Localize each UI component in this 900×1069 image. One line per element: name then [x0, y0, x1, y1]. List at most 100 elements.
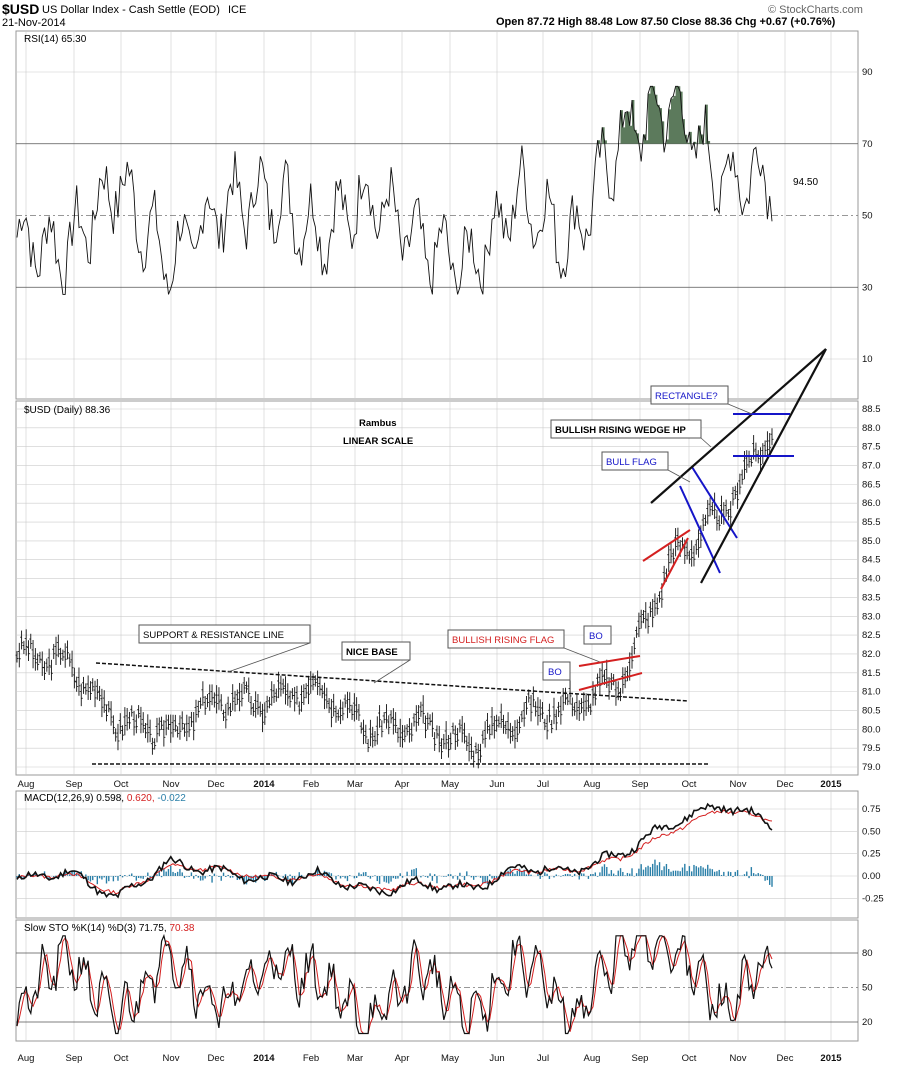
month-tick-label: Apr — [395, 779, 410, 790]
sto-legend: Slow STO %K(14) %D(3) 71.75, 70.38 — [24, 923, 195, 934]
price-tick-label: 81.0 — [862, 687, 881, 698]
macd-legend: MACD(12,26,9) 0.598, 0.620, -0.022 — [24, 793, 186, 804]
month-tick-label: Nov — [730, 779, 747, 790]
price-panel-frame — [15, 400, 859, 776]
macd-legend-main: MACD(12,26,9) 0.598, — [24, 793, 127, 804]
rsi-value-label: 94.50 — [793, 177, 818, 188]
month-tick-label: Aug — [18, 1053, 35, 1064]
macd-legend-hist: -0.022 — [157, 793, 186, 804]
price-tick-label: 85.0 — [862, 536, 881, 547]
date-label: 21-Nov-2014 — [2, 17, 66, 29]
macd-legend-signal: 0.620, — [127, 793, 158, 804]
symbol: $USD — [2, 1, 40, 17]
support-callout: SUPPORT & RESISTANCE LINE — [143, 630, 284, 641]
author-label: Rambus — [359, 418, 396, 429]
month-tick-label: Sep — [632, 1053, 649, 1064]
wedge-callout: BULLISH RISING WEDGE HP — [555, 425, 687, 436]
month-tick-label: Mar — [347, 779, 363, 790]
month-tick-label: Sep — [66, 779, 83, 790]
price-tick-label: 79.5 — [862, 743, 881, 754]
month-tick-label: Feb — [303, 1053, 319, 1064]
flag-lower-line — [578, 672, 643, 691]
rsi-tick-label: 50 — [862, 211, 873, 222]
rsi-tick-label: 70 — [862, 139, 873, 150]
month-tick-label: Oct — [114, 779, 129, 790]
month-tick-label: 2015 — [820, 779, 842, 790]
price-tick-label: 79.0 — [862, 762, 881, 773]
annotations — [92, 348, 827, 765]
rsi-legend: RSI(14) 65.30 — [24, 34, 87, 45]
bo2-callout: BO — [589, 631, 603, 642]
watermark: © StockCharts.com — [768, 4, 863, 16]
month-tick-label: Jul — [537, 779, 549, 790]
rising-flag-callout: BULLISH RISING FLAG — [452, 635, 554, 646]
nice-base-callout: NICE BASE — [346, 647, 398, 658]
month-tick-label: Dec — [208, 779, 225, 790]
wedge-upper-line — [650, 348, 827, 504]
bo2-box — [583, 625, 612, 645]
month-tick-label: Feb — [303, 779, 319, 790]
month-tick-label: Sep — [66, 1053, 83, 1064]
bull-flag-callout: BULL FLAG — [606, 457, 657, 468]
scale-label: LINEAR SCALE — [343, 436, 413, 447]
sto-tick-label: 50 — [862, 983, 873, 994]
flag2-lower-line — [660, 537, 689, 590]
month-tick-label: Nov — [730, 1053, 747, 1064]
price-tick-label: 88.5 — [862, 404, 881, 415]
macd-plot — [16, 802, 773, 899]
bo1-callout: BO — [548, 667, 562, 678]
bo1-box — [542, 661, 571, 681]
month-tick-label: May — [441, 779, 459, 790]
price-tick-label: 82.0 — [862, 649, 881, 660]
macd-signal-line — [16, 809, 773, 895]
sto-plot — [16, 933, 773, 1035]
price-tick-label: 88.0 — [862, 423, 881, 434]
price-plot — [15, 428, 774, 769]
sto-tick-label: 80 — [862, 948, 873, 959]
axis-labels: Aug Sep Oct Nov Dec 2014 Feb Mar Apr May Jun Jul Aug… — [18, 67, 884, 1064]
ohlc-summary: Open 87.72 High 88.48 Low 87.50 Close 88… — [496, 16, 836, 28]
month-tick-label: Dec — [777, 1053, 794, 1064]
rsi-tick-label: 10 — [862, 354, 873, 365]
rsi-plot — [16, 85, 773, 295]
flag-upper-line — [578, 655, 641, 667]
rectangle-box — [650, 385, 729, 405]
price-tick-label: 81.5 — [862, 668, 881, 679]
month-tick-label: 2015 — [820, 1053, 842, 1064]
price-tick-label: 83.5 — [862, 592, 881, 603]
month-tick-label: Nov — [163, 779, 180, 790]
wedge-lower-line — [700, 348, 827, 584]
price-tick-label: 80.5 — [862, 705, 881, 716]
month-tick-label: Jul — [537, 1053, 549, 1064]
price-tick-label: 85.5 — [862, 517, 881, 528]
month-tick-label: Oct — [682, 1053, 697, 1064]
sto-legend-d: 70.38 — [169, 923, 194, 934]
support-callout-pointer — [227, 642, 311, 673]
month-tick-label: Nov — [163, 1053, 180, 1064]
month-tick-label: Mar — [347, 1053, 363, 1064]
month-tick-label: Aug — [18, 779, 35, 790]
month-tick-label: Sep — [632, 779, 649, 790]
nice-base-box — [341, 641, 411, 661]
month-tick-label: Aug — [584, 779, 601, 790]
price-tick-label: 83.0 — [862, 611, 881, 622]
support-callout-box — [138, 624, 311, 644]
rectangle-pointer — [727, 403, 753, 415]
month-tick-label: Dec — [208, 1053, 225, 1064]
price-tick-label: 86.0 — [862, 498, 881, 509]
sto-k-line — [16, 933, 773, 1035]
macd-tick-label: 0.75 — [862, 804, 881, 815]
wedge-pointer — [700, 437, 712, 448]
month-tick-label: Jun — [489, 779, 504, 790]
bull-flag-pointer — [667, 469, 691, 483]
macd-panel-frame — [15, 790, 859, 919]
rsi-tick-label: 90 — [862, 67, 873, 78]
rsi-overbought-fill — [597, 86, 711, 144]
month-tick-label: Aug — [584, 1053, 601, 1064]
month-tick-label: 2014 — [253, 1053, 275, 1064]
rectangle-callout: RECTANGLE? — [655, 391, 718, 402]
exchange: ICE — [228, 4, 247, 16]
macd-line — [16, 802, 773, 899]
macd-tick-label: 0.25 — [862, 849, 881, 860]
